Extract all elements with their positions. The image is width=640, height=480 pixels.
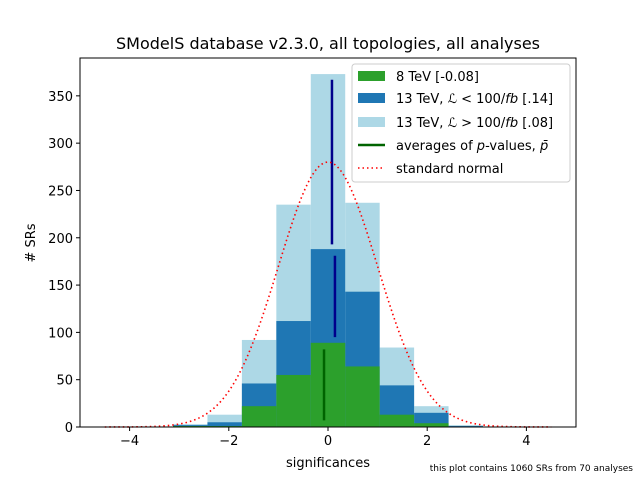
y-tick-label: 200 bbox=[48, 232, 73, 247]
legend-label-part: p̄ bbox=[539, 139, 548, 154]
legend-label-part: averages of bbox=[396, 139, 477, 154]
x-axis-label: significances bbox=[286, 456, 370, 471]
legend-label-part: ℒ bbox=[448, 116, 457, 131]
legend-box bbox=[351, 63, 571, 183]
bar-series0-bin2 bbox=[241, 406, 277, 427]
y-tick-label: 150 bbox=[48, 279, 73, 294]
y-tick-label: 300 bbox=[48, 137, 73, 152]
legend-swatch-1 bbox=[358, 93, 385, 103]
bar-series1-bin1 bbox=[207, 422, 242, 427]
legend-label-part: ℒ bbox=[448, 92, 457, 107]
bar-series0-bin4 bbox=[310, 342, 346, 427]
bar-series0-bin5 bbox=[345, 366, 380, 427]
legend: 8 TeV [-0.08]13 TeV, ℒ < 100/fb [.14]13 … bbox=[351, 63, 571, 183]
y-tick-label: 250 bbox=[48, 184, 73, 199]
footnote: this plot contains 1060 SRs from 70 anal… bbox=[430, 464, 634, 474]
legend-label-part: fb bbox=[505, 116, 518, 131]
legend-swatch-0 bbox=[358, 71, 385, 81]
legend-label-2: 13 TeV, ℒ > 100/fb [.08] bbox=[396, 116, 553, 131]
bars-layer bbox=[173, 74, 483, 427]
x-axis: −4 −2 0 2 4 bbox=[120, 427, 531, 449]
bar-series0-bin3 bbox=[276, 374, 311, 427]
y-tick-label: 50 bbox=[56, 374, 73, 389]
legend-label-part: fb bbox=[505, 92, 518, 107]
legend-label-3: averages of p-values, p̄ bbox=[396, 139, 548, 154]
legend-label-part: -values, bbox=[485, 139, 540, 154]
legend-label-part: [.08] bbox=[518, 116, 553, 131]
x-tick-label: 0 bbox=[324, 434, 332, 449]
legend-label-part: standard normal bbox=[396, 162, 503, 177]
y-tick-label: 0 bbox=[65, 421, 73, 436]
y-tick-label: 350 bbox=[48, 90, 73, 105]
bar-series0-bin6 bbox=[379, 414, 415, 427]
x-tick-label: 4 bbox=[522, 434, 530, 449]
legend-label-part: [.14] bbox=[518, 92, 553, 107]
legend-label-part: > 100/ bbox=[457, 116, 506, 131]
legend-label-part: 8 TeV [-0.08] bbox=[396, 70, 479, 85]
x-tick-label: 2 bbox=[423, 434, 431, 449]
y-axis-label: # SRs bbox=[24, 223, 39, 262]
legend-swatch-2 bbox=[358, 117, 385, 127]
legend-label-part: p bbox=[476, 139, 485, 154]
chart-title: SModelS database v2.3.0, all topologies,… bbox=[116, 34, 540, 53]
bar-series0-bin7 bbox=[414, 423, 449, 427]
legend-label-part: 13 TeV, bbox=[396, 92, 448, 107]
x-tick-label: −2 bbox=[219, 434, 238, 449]
legend-label-part: 13 TeV, bbox=[396, 116, 448, 131]
legend-label-4: standard normal bbox=[396, 162, 503, 177]
averages-layer bbox=[322, 79, 337, 421]
y-axis: 0 50 100 150 200 250 300 350 bbox=[48, 90, 80, 436]
legend-label-0: 8 TeV [-0.08] bbox=[396, 70, 479, 85]
x-tick-label: −4 bbox=[120, 434, 139, 449]
legend-label-part: < 100/ bbox=[457, 92, 506, 107]
legend-label-1: 13 TeV, ℒ < 100/fb [.14] bbox=[396, 92, 553, 107]
y-tick-label: 100 bbox=[48, 326, 73, 341]
